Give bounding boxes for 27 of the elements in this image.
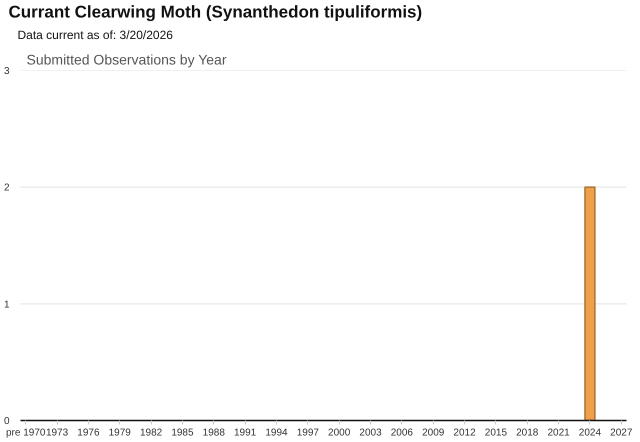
x-tick-label: 2015 [484,428,508,438]
x-tick-label: 1985 [171,428,194,438]
x-tick-label: 1976 [77,428,100,438]
text: Submitted Observations by Year [26,52,227,68]
x-tick-label: 2018 [516,428,539,438]
x-tick-label: 1991 [234,428,257,438]
x-tick-label: 2024 [578,428,602,438]
x-tick-label: 2021 [547,428,570,438]
y-tick-label: 1 [4,299,10,310]
x-tick-label: 1979 [108,428,132,438]
x-tick-label: 1994 [265,428,288,438]
x-tick-label: 1997 [296,428,320,438]
chart-title: Currant Clearwing Moth (Synanthedon tipuliformis) [8,2,422,22]
x-tick-label: 1982 [140,428,163,438]
x-tick-label: pre 1970 [6,428,46,438]
x-tick-label: 2027 [610,428,633,438]
x-tick-label: 2012 [453,428,476,438]
chart-subtitle: Data current as of: 3/20/2026 [18,28,174,42]
y-tick-label: 0 [4,416,10,427]
y-tick-label: 2 [4,182,10,194]
x-tick-label: 2009 [422,428,445,438]
y-tick-label: 3 [4,66,10,77]
x-tick-label: 2006 [390,428,414,438]
x-tick-label: 2003 [359,428,382,438]
x-tick-label: 1973 [46,428,69,438]
x-tick-label: 2000 [328,428,351,438]
x-tick-label: 1988 [202,428,226,438]
